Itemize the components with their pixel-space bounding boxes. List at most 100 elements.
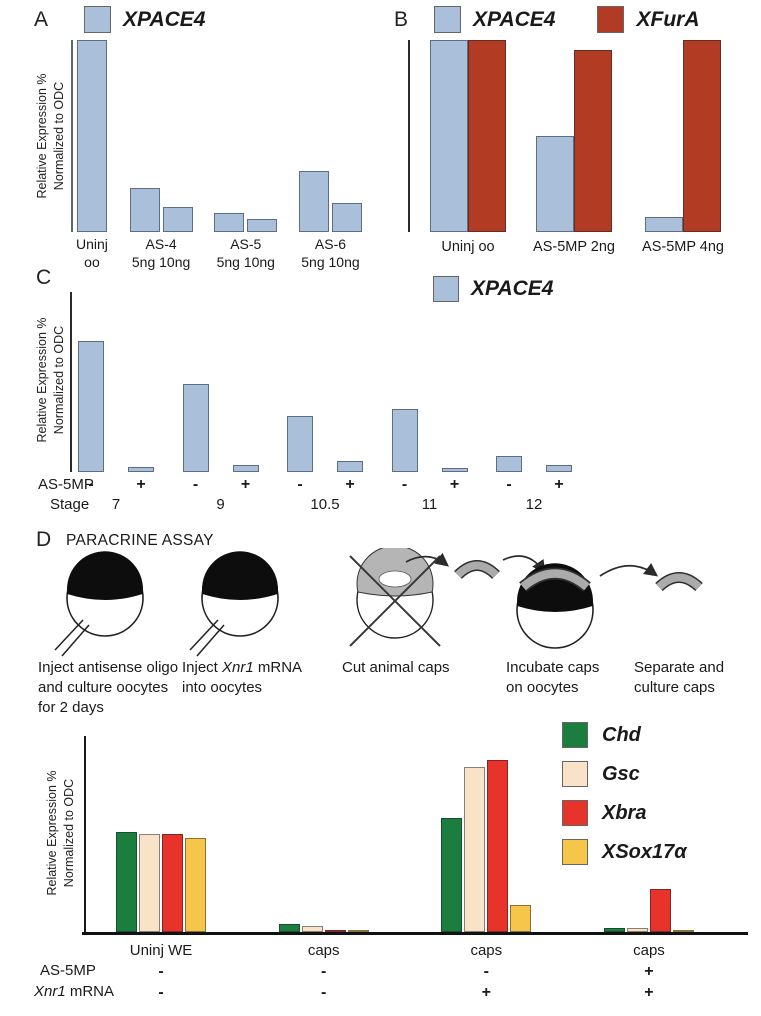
panel-b-label: B [394,8,409,31]
row-header-stage: Stage [50,496,90,513]
bar-groups: Uninj oo AS-4 5ng 10ng AS-5 5ng 10ng AS-6 5… [74,40,374,271]
xbra-bar [324,930,346,932]
condition-mark: - [401,476,408,493]
x-tick-label: AS-5 5ng 10ng [216,236,275,270]
step-label-inject-antisense: Inject antisense oligo and culture oocyt… [38,659,179,716]
condition-mark: + [644,963,654,980]
legend-item-xsox17a: XSox17α [562,839,687,865]
arrow-icon [599,562,659,577]
legend-item-xbra: Xbra [562,800,646,826]
legend-label-xpace4: XPACE4 [471,277,554,300]
row-header-as5mp: AS-5MP [38,476,94,493]
bar-group: - +7 [78,292,154,514]
injection-needle-icon [54,619,90,657]
gsc-bar [464,767,486,932]
panel-c: C XPACE4 Relative Expression % Normalize… [28,266,761,524]
condition-mark: + [644,984,654,1001]
step-label-separate-caps: Separate and culture caps [634,659,725,696]
condition-mark: - [158,963,164,980]
xfura-bar [683,40,722,232]
gsc-bar [139,834,160,932]
xpace4-bar [76,40,107,232]
xpace4-bar [232,464,259,472]
xpace4-bar [78,340,104,472]
panel-b: B XPACE4 XFurA Uninj oo AS-5MP 2ng AS-5MP … [392,2,761,266]
panel-c-y-axis-label: Relative Expression % Normalized to ODC [35,317,66,443]
condition-mark: + [240,476,251,493]
y-axis-line [84,736,86,932]
row-header-text: mRNA [65,983,115,1000]
xsox17-bar [347,930,369,932]
step-text: Inject [182,659,223,676]
x-tick-label: caps [470,942,503,959]
bar-group: - +11 [391,292,468,514]
panel-c-legend: XPACE4 [433,276,553,302]
y-axis-line [70,292,72,472]
x-tick-label: AS-6 5ng 10ng [301,236,360,270]
xpace4-bar [645,216,684,232]
x-axis-line [82,932,748,935]
step-label-inject-xnr1: Inject Xnr1 mRNA into oocytes [182,658,338,698]
legend-label-xpace4: XPACE4 [123,7,206,31]
step-label-incubate-caps: Incubate caps on oocytes [506,659,600,696]
panel-a-legend: XPACE4 [84,6,205,33]
panel-a-label: A [34,8,49,31]
paracrine-assay-diagram [54,548,703,657]
panel-d-chart: Uninj WE - - caps - - caps - + caps + + [82,736,748,1003]
xpace4-bar [331,203,362,232]
panel-a: A XPACE4 Relative Expression % Normalize… [28,2,390,270]
xpace4-bar [247,218,278,232]
condition-mark: - [192,476,199,493]
condition-mark: + [554,476,564,493]
bar-group: AS-5 5ng 10ng [214,40,278,271]
legend-label-xsox17a: XSox17α [602,840,687,863]
panel-d-label: D [36,528,52,551]
step-label-cut-caps: Cut animal caps [342,659,450,676]
gene-name-xnr1: Xnr1 [34,983,66,1000]
bar-group: AS-6 5ng 10ng [298,40,362,271]
chd-bar [441,818,463,932]
x-tick-label: 11 [421,496,438,513]
xpace4-bar [496,455,522,472]
legend-label-xfura: XFurA [636,7,700,31]
bar-group: Uninj oo [76,40,108,271]
xfura-bar [574,49,613,232]
chd-bar [278,924,300,932]
legend-swatch-xsox17a [562,839,588,865]
chd-bar [603,928,625,932]
bar-group: caps - + [441,736,532,1003]
injection-needle-icon [189,619,225,657]
oocyte-xnr1-icon [189,551,279,657]
xpace4-bar [337,461,363,472]
panel-c-label: C [36,266,52,289]
legend-swatch-xpace4 [433,276,459,302]
legend-swatch-gsc [562,761,588,787]
xpace4-bar [182,383,209,472]
row-header-xnr1-mrna: Xnr1 mRNA [34,981,114,1002]
legend-item-gsc: Gsc [562,761,640,787]
x-tick-label: 12 [525,496,543,513]
xpace4-bar [391,409,418,472]
gsc-bar [626,928,648,932]
y-axis-line [408,40,410,232]
animal-cap-icon [655,572,703,592]
bar-group: Uninj oo [430,40,506,256]
legend-label-chd: Chd [602,723,641,746]
panel-d: D PARACRINE ASSAY [0,524,761,1016]
x-tick-label: 7 [111,496,121,513]
panel-d-y-axis-label: Relative Expression % Normalized to ODC [45,770,76,896]
panel-b-legend: XPACE4 XFurA [434,6,699,33]
legend-swatch-xbra [562,800,588,826]
bar-group: - +12 [496,292,572,514]
x-tick-label: caps [633,942,665,959]
condition-mark: - [506,476,512,493]
condition-mark: + [345,476,355,493]
legend-item-chd: Chd [562,722,641,748]
legend-item-xfura: XFurA [597,6,699,33]
bar-group: AS-5MP 4ng [642,40,724,256]
x-tick-label: AS-4 5ng 10ng [131,236,191,270]
cut-animal-cap-icon [349,548,441,647]
panel-d-legend: Chd Gsc Xbra XSox17α [562,722,687,865]
x-tick-label: AS-5MP 4ng [642,239,724,255]
